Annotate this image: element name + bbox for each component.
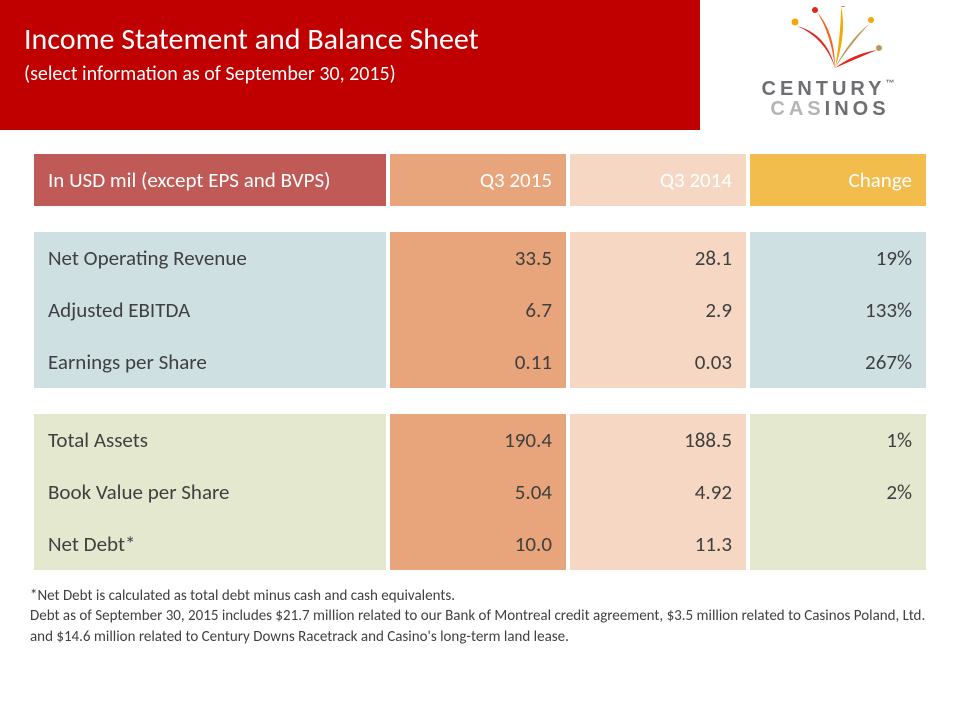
col-header-metric: In USD mil (except EPS and BVPS)	[34, 154, 386, 206]
spacer-row	[34, 388, 926, 414]
metric-label: Book Value per Share	[34, 466, 386, 518]
table-row: Earnings per Share 0.11 0.03 267%	[34, 336, 926, 388]
financial-table-container: In USD mil (except EPS and BVPS) Q3 2015…	[0, 130, 960, 580]
page-title: Income Statement and Balance Sheet	[24, 22, 676, 58]
cell-q3-2014: 11.3	[570, 518, 746, 570]
logo-line2-outline: CAS	[770, 98, 824, 120]
cell-q3-2014: 188.5	[570, 414, 746, 466]
cell-change: 19%	[750, 232, 926, 284]
financial-table: In USD mil (except EPS and BVPS) Q3 2015…	[30, 154, 930, 570]
col-header-change: Change	[750, 154, 926, 206]
cell-change: 267%	[750, 336, 926, 388]
table-row: Net Debt* 10.0 11.3	[34, 518, 926, 570]
spacer-row	[34, 206, 926, 232]
col-header-q3-2014: Q3 2014	[570, 154, 746, 206]
cell-q3-2014: 4.92	[570, 466, 746, 518]
col-header-q3-2015: Q3 2015	[390, 154, 566, 206]
metric-label: Net Debt*	[34, 518, 386, 570]
cell-q3-2015: 5.04	[390, 466, 566, 518]
logo-text: CENTURY™ CASINOS	[700, 79, 960, 119]
cell-q3-2015: 10.0	[390, 518, 566, 570]
logo-line1: CENTURY	[762, 78, 886, 100]
header-area: Income Statement and Balance Sheet (sele…	[0, 0, 960, 130]
title-banner: Income Statement and Balance Sheet (sele…	[0, 0, 700, 130]
table-header-row: In USD mil (except EPS and BVPS) Q3 2015…	[34, 154, 926, 206]
cell-change: 133%	[750, 284, 926, 336]
firework-icon	[775, 6, 885, 76]
cell-q3-2015: 0.11	[390, 336, 566, 388]
table-row: Book Value per Share 5.04 4.92 2%	[34, 466, 926, 518]
table-row: Total Assets 190.4 188.5 1%	[34, 414, 926, 466]
cell-q3-2014: 2.9	[570, 284, 746, 336]
metric-label: Total Assets	[34, 414, 386, 466]
cell-q3-2014: 28.1	[570, 232, 746, 284]
cell-change: 2%	[750, 466, 926, 518]
table-row: Net Operating Revenue 33.5 28.1 19%	[34, 232, 926, 284]
metric-label: Earnings per Share	[34, 336, 386, 388]
cell-change: 1%	[750, 414, 926, 466]
cell-q3-2015: 33.5	[390, 232, 566, 284]
metric-label: Net Operating Revenue	[34, 232, 386, 284]
table-row: Adjusted EBITDA 6.7 2.9 133%	[34, 284, 926, 336]
metric-label: Adjusted EBITDA	[34, 284, 386, 336]
cell-q3-2014: 0.03	[570, 336, 746, 388]
footnote-line: Debt as of September 30, 2015 includes $…	[30, 606, 930, 647]
logo-line2-solid: INOS	[825, 98, 890, 120]
cell-q3-2015: 190.4	[390, 414, 566, 466]
cell-q3-2015: 6.7	[390, 284, 566, 336]
footnote-line: *Net Debt is calculated as total debt mi…	[30, 586, 930, 606]
footnotes: *Net Debt is calculated as total debt mi…	[0, 580, 960, 647]
page-subtitle: (select information as of September 30, …	[24, 62, 676, 86]
logo-trademark: ™	[885, 78, 898, 88]
cell-change	[750, 518, 926, 570]
company-logo: CENTURY™ CASINOS	[700, 0, 960, 119]
